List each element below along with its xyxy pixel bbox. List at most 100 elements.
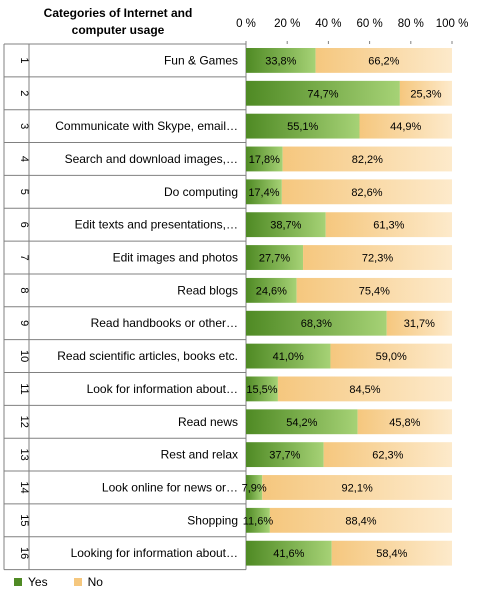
category-label: Read handbooks or other…	[91, 316, 238, 330]
bar-yes	[246, 80, 400, 106]
row-number: 5	[18, 189, 30, 195]
header-line-2: computer usage	[72, 23, 165, 37]
data-label-yes: 7,9%	[242, 482, 267, 494]
category-label: Do computing	[164, 185, 238, 199]
data-label-no: 72,3%	[362, 253, 393, 265]
bar-no	[281, 179, 452, 205]
data-label-no: 61,3%	[373, 220, 404, 232]
stacked-bar-chart: Categories of Internet and computer usag…	[3, 6, 469, 571]
bar-yes	[246, 376, 278, 402]
row-number: 16	[18, 547, 30, 559]
bar-yes	[246, 179, 282, 205]
data-label-no: 31,7%	[404, 318, 435, 330]
data-label-no: 84,5%	[349, 384, 380, 396]
x-tick-label: 40 %	[315, 18, 341, 30]
bar-no	[359, 113, 452, 139]
data-label-no: 75,4%	[359, 285, 390, 297]
data-label-yes: 54,2%	[286, 417, 317, 429]
legend-item-yes: Yes	[14, 575, 48, 589]
category-label: Rest and relax	[161, 448, 238, 462]
bar-no	[262, 475, 452, 500]
data-label-yes: 37,7%	[269, 450, 300, 462]
bar-yes	[246, 277, 297, 303]
category-label: Edit texts and presentations,…	[75, 218, 238, 232]
data-label-no: 66,2%	[368, 55, 399, 67]
row-number: 3	[18, 123, 30, 129]
bar-yes	[246, 310, 387, 336]
data-label-yes: 11,6%	[243, 515, 274, 527]
data-label-no: 25,3%	[410, 88, 441, 100]
legend-swatch-no	[73, 578, 82, 586]
row-number: 4	[18, 156, 30, 162]
data-label-no: 88,4%	[345, 515, 376, 527]
data-label-no: 44,9%	[390, 121, 421, 133]
x-tick-label: 20 %	[274, 18, 300, 30]
bar-yes	[246, 442, 324, 468]
category-label: Looking for information about…	[71, 546, 238, 560]
bar-no	[386, 310, 452, 336]
bar-no	[323, 442, 452, 468]
data-label-yes: 41,6%	[273, 548, 304, 560]
row-number: 15	[18, 514, 30, 526]
data-label-yes: 15,5%	[246, 384, 277, 396]
header-line-1: Categories of Internet and	[44, 6, 193, 20]
bar-no	[296, 277, 452, 303]
legend-label-yes: Yes	[28, 575, 48, 589]
bar-yes	[246, 507, 270, 533]
legend-item-no: No	[73, 575, 103, 589]
x-tick-label: 0 %	[236, 18, 256, 30]
data-label-yes: 17,4%	[248, 187, 279, 199]
category-label: Search and download images,…	[65, 152, 238, 166]
data-label-yes: 33,8%	[265, 55, 296, 67]
row-number: 6	[18, 222, 30, 228]
row-number: 13	[18, 449, 30, 461]
bar-yes	[246, 245, 304, 270]
bar-yes	[246, 48, 316, 73]
row-number: 8	[18, 287, 30, 293]
bar-yes	[246, 113, 360, 139]
data-label-yes: 55,1%	[287, 121, 318, 133]
legend-swatch-yes	[14, 578, 22, 586]
bar-yes	[246, 540, 332, 566]
category-label: Read scientific articles, books etc.	[57, 349, 238, 363]
row-number: 12	[18, 416, 30, 428]
bar-no	[269, 507, 452, 533]
category-label: Communicate with Skype, email…	[55, 119, 238, 133]
bar-yes	[246, 475, 263, 500]
data-label-yes: 38,7%	[270, 220, 301, 232]
bar-no	[277, 376, 452, 402]
bar-yes	[246, 409, 358, 435]
bar-yes	[246, 146, 283, 172]
x-tick-label: 80 %	[398, 18, 424, 30]
data-label-yes: 74,7%	[307, 88, 338, 100]
category-label: Look for information about…	[87, 382, 238, 396]
bar-no	[315, 48, 452, 73]
bar-no	[330, 343, 452, 369]
data-label-no: 62,3%	[372, 450, 403, 462]
bar-no	[325, 212, 452, 238]
category-label: Fun & Games	[164, 53, 238, 67]
category-label: Look online for news or…	[102, 480, 238, 494]
data-label-no: 92,1%	[342, 482, 373, 494]
bar-yes	[246, 343, 331, 369]
bar-yes	[246, 212, 326, 238]
data-label-no: 58,4%	[376, 548, 407, 560]
row-number: 11	[18, 383, 30, 394]
row-number: 7	[18, 254, 30, 260]
row-number: 14	[18, 481, 30, 493]
legend: Yes No	[14, 575, 129, 589]
data-label-yes: 17,8%	[249, 154, 280, 166]
bar-no	[399, 80, 452, 106]
row-number: 9	[18, 320, 30, 326]
data-label-yes: 27,7%	[259, 253, 290, 265]
data-label-yes: 41,0%	[273, 351, 304, 363]
data-label-no: 82,6%	[351, 187, 382, 199]
bar-no	[303, 245, 452, 270]
category-label: Edit images and photos	[113, 251, 238, 265]
x-tick-label: 60 %	[356, 18, 382, 30]
data-label-no: 82,2%	[352, 154, 383, 166]
category-label: Read news	[178, 415, 238, 429]
data-label-yes: 68,3%	[301, 318, 332, 330]
bar-no	[282, 146, 452, 172]
x-tick-label: 100 %	[436, 18, 469, 30]
